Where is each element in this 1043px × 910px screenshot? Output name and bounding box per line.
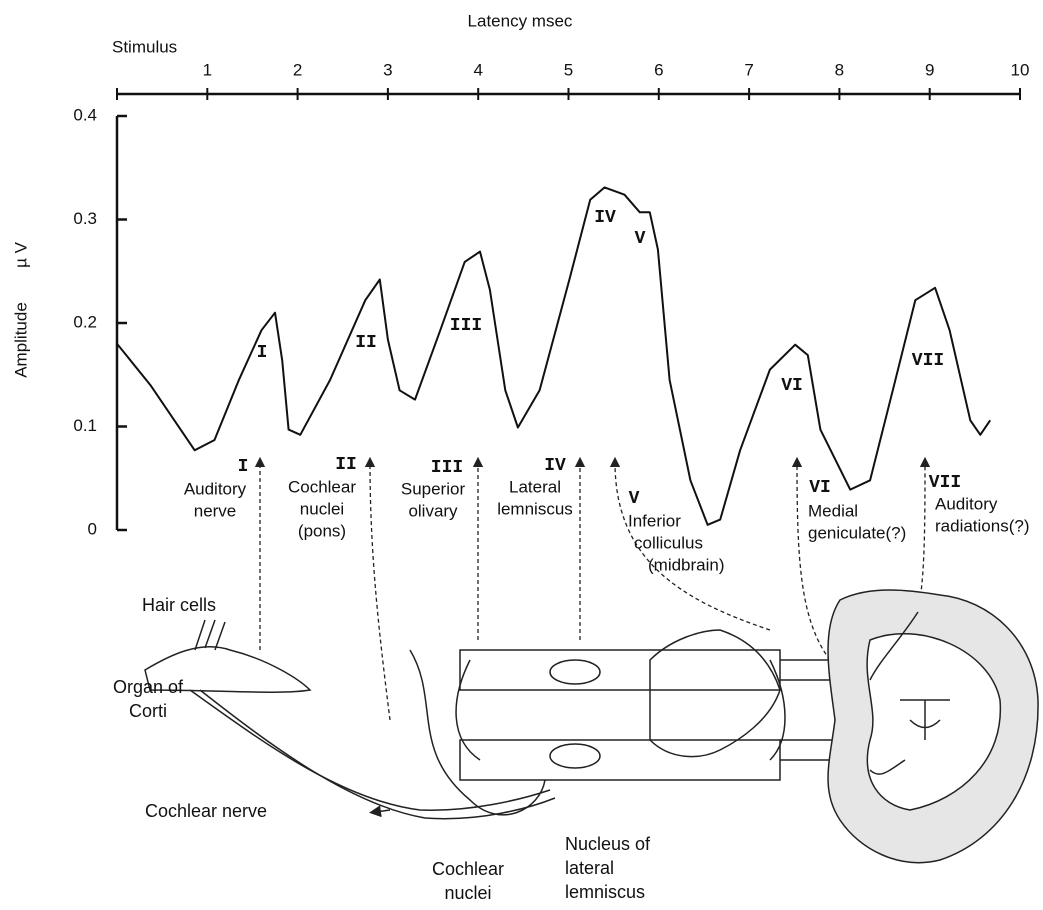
stage-label: Cochlear	[288, 477, 356, 496]
stage-numeral: III	[431, 458, 463, 478]
stage-label: nuclei	[300, 499, 344, 518]
peak-label: IV	[594, 208, 616, 228]
x-tick-label: 10	[1011, 60, 1030, 79]
stage-numeral: I	[238, 457, 249, 477]
stage-label: colliculus	[634, 533, 703, 552]
x-tick-label: 1	[203, 60, 212, 79]
anatomy-drawing	[144, 589, 1039, 864]
stage-label: (pons)	[298, 521, 346, 540]
x-tick-label: 2	[293, 60, 302, 79]
x-tick-label: 3	[383, 60, 392, 79]
anatomy-label: nuclei	[444, 883, 491, 903]
anatomy-label: Cochlear	[432, 859, 504, 879]
peak-label: III	[450, 316, 482, 336]
anatomy-label: Cochlear nerve	[145, 801, 267, 821]
x-tick-label: 6	[654, 60, 663, 79]
stage-numeral: VI	[809, 478, 831, 498]
stage-label: Inferior	[628, 511, 681, 530]
x-tick-label: 9	[925, 60, 934, 79]
anatomy-label: Nucleus of	[565, 834, 651, 854]
stage-numeral: II	[335, 455, 357, 475]
y-axis-label: Amplitude	[11, 302, 30, 378]
stage-label: (midbrain)	[648, 555, 725, 574]
stage-label: lemniscus	[497, 499, 573, 518]
anatomy-label: Hair cells	[142, 595, 216, 615]
anatomy-label: Organ of	[113, 677, 184, 697]
stage-label: Medial	[808, 501, 858, 520]
peak-label: VII	[912, 351, 944, 371]
x-tick-label: 7	[744, 60, 753, 79]
anatomy-label: lateral	[565, 858, 614, 878]
stage-label: radiations(?)	[935, 516, 1030, 535]
anatomy-label: Corti	[129, 701, 167, 721]
stage-numeral: IV	[544, 456, 566, 476]
stage-numeral: VII	[929, 473, 961, 493]
waveform	[116, 186, 992, 526]
x-tick-label: 5	[564, 60, 573, 79]
y-tick-label: 0.3	[73, 209, 97, 228]
y-tick-label: 0.1	[73, 416, 97, 435]
stage-numeral: V	[629, 489, 640, 509]
y-tick-label: 0.4	[73, 105, 97, 124]
y-tick-label: 0.2	[73, 312, 97, 331]
x-tick-label: 8	[835, 60, 844, 79]
peak-label: I	[257, 343, 268, 363]
peak-label: II	[355, 333, 377, 353]
peak-label: V	[635, 229, 646, 249]
dashed-arrows	[254, 456, 931, 721]
y-axis-label: µ V	[11, 241, 30, 268]
stage-label: Superior	[401, 479, 466, 498]
stage-label: geniculate(?)	[808, 523, 906, 542]
stage-label: nerve	[194, 501, 237, 520]
stage-label: Auditory	[184, 479, 247, 498]
stage-label: Auditory	[935, 494, 998, 513]
x-axis-label: Latency msec	[468, 11, 573, 30]
stage-label: Lateral	[509, 477, 561, 496]
x-tick-label: Stimulus	[112, 37, 177, 56]
x-tick-label: 4	[473, 60, 482, 79]
y-tick-label: 0	[88, 519, 97, 538]
peak-label: VI	[781, 376, 803, 396]
anatomy-label: lemniscus	[565, 882, 645, 902]
stage-label: olivary	[408, 501, 458, 520]
